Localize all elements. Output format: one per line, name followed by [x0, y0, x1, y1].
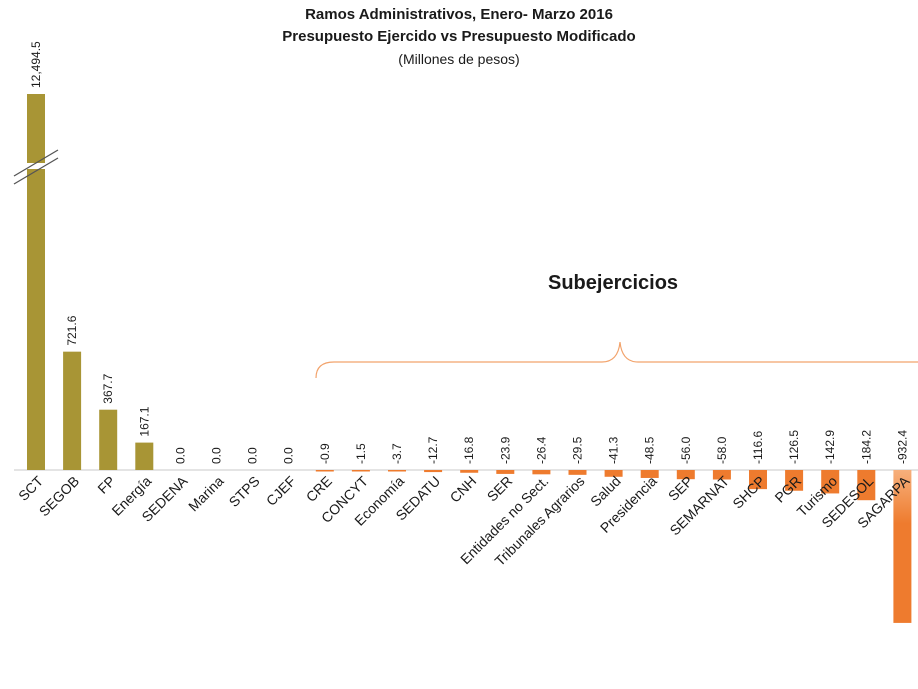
- category-label: Marina: [185, 473, 227, 515]
- value-label: -23.9: [498, 436, 512, 464]
- value-label: -1.5: [354, 443, 368, 464]
- chart-unit: (Millones de pesos): [398, 51, 520, 67]
- chart-title: Ramos Administrativos, Enero- Marzo 2016: [305, 6, 613, 23]
- value-label: -126.5: [787, 430, 801, 464]
- bar-ser: [496, 470, 515, 474]
- value-label: -184.2: [859, 430, 873, 464]
- category-label: STPS: [226, 473, 263, 510]
- bar-cre: [315, 470, 334, 472]
- category-label: CJEF: [263, 473, 299, 509]
- value-label: -41.3: [607, 436, 621, 464]
- value-label: 367.7: [101, 373, 115, 403]
- category-label: SHCP: [729, 473, 768, 512]
- value-label: 0.0: [173, 447, 187, 464]
- bar-sedatu: [424, 470, 443, 473]
- bar-fp: [99, 409, 118, 470]
- value-label: -3.7: [390, 443, 404, 464]
- value-label: -58.0: [715, 436, 729, 464]
- category-label: SER: [484, 473, 516, 505]
- value-label: 167.1: [137, 406, 151, 436]
- value-label: 12,494.5: [29, 41, 43, 88]
- subejercicios-label: Subejercicios: [548, 272, 679, 294]
- bar-segob: [63, 351, 82, 470]
- value-label: -16.8: [462, 436, 476, 464]
- bar-sedesol: [857, 470, 876, 501]
- value-label: -116.6: [751, 431, 765, 464]
- category-label: SCT: [15, 472, 46, 503]
- value-label: -142.9: [823, 430, 837, 464]
- chart-titles: Ramos Administrativos, Enero- Marzo 2016…: [0, 4, 918, 70]
- category-label: CNH: [447, 473, 480, 506]
- value-label: -932.4: [895, 430, 909, 464]
- value-label: -56.0: [679, 436, 693, 464]
- bar-turismo: [821, 470, 840, 494]
- bar-sagarpa: [893, 470, 912, 623]
- bar-sct: [27, 94, 45, 470]
- category-label: CRE: [303, 473, 335, 505]
- value-label: 0.0: [210, 447, 224, 464]
- value-label: -29.5: [571, 436, 585, 464]
- bar-pgr: [785, 470, 804, 491]
- value-label: -0.9: [318, 443, 332, 464]
- value-label: -12.7: [426, 436, 440, 464]
- bar-semarnat: [712, 470, 731, 480]
- value-label: 0.0: [282, 447, 296, 464]
- bar-cnh: [460, 470, 479, 473]
- value-label: -26.4: [534, 436, 548, 464]
- bar-econom-a: [388, 470, 406, 472]
- chart-subtitle: Presupuesto Ejercido vs Presupuesto Modi…: [282, 28, 636, 45]
- subejercicios-brace: [315, 341, 918, 379]
- bar-salud: [604, 470, 623, 477]
- value-label: 0.0: [246, 447, 260, 464]
- bar-shcp: [749, 470, 767, 490]
- category-label: FP: [94, 473, 118, 497]
- category-label: SEGOB: [36, 473, 83, 520]
- bar-presidencia: [640, 470, 659, 478]
- bar-entidades-no-sect-: [532, 470, 551, 475]
- bar-energ-a: [135, 442, 154, 470]
- axis-break-mark: [13, 149, 59, 185]
- bar-sep: [676, 470, 695, 480]
- value-label: 721.6: [65, 315, 79, 345]
- bar-tribunales-agrarios: [568, 470, 587, 475]
- value-label: -48.5: [643, 436, 657, 464]
- bar-concyt: [351, 470, 370, 472]
